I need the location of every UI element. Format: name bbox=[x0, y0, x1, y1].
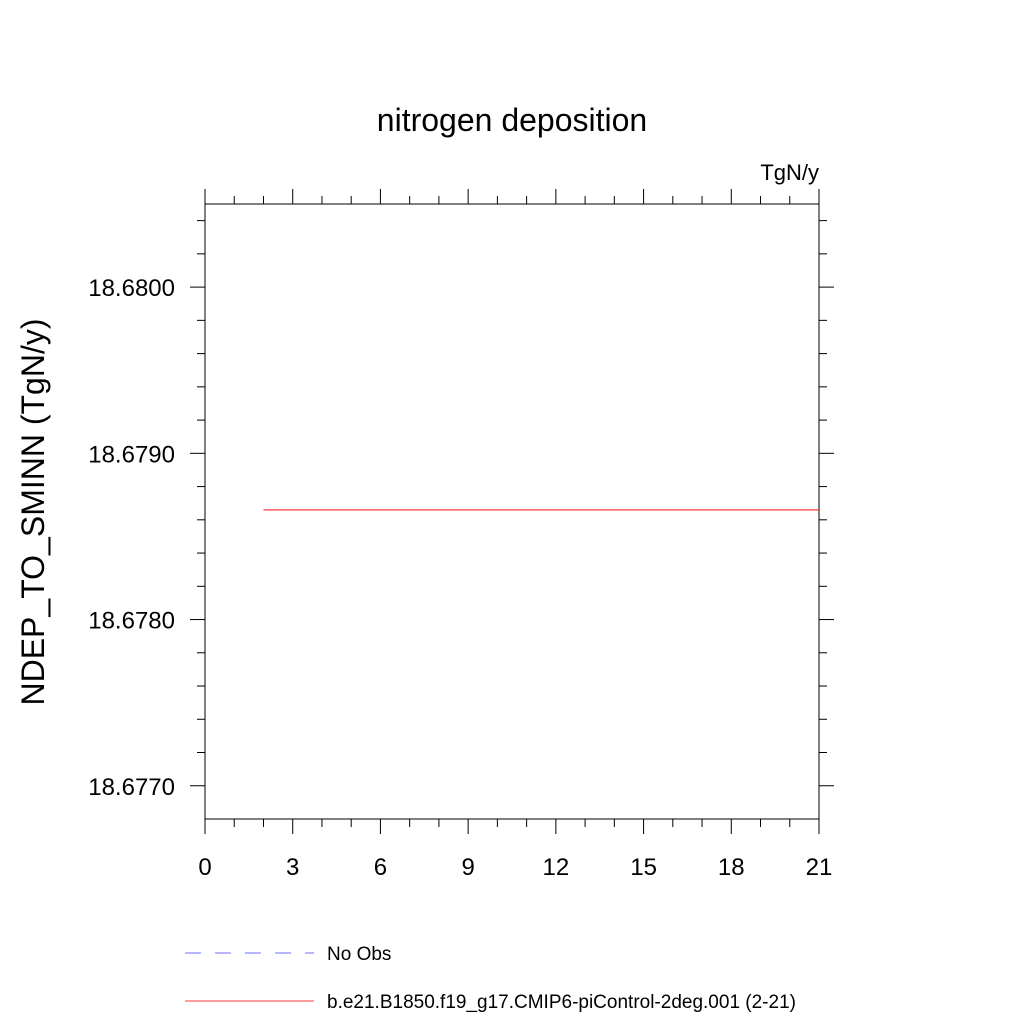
y-tick-label: 18.6770 bbox=[88, 774, 175, 801]
x-tick-label: 12 bbox=[543, 854, 570, 881]
x-tick-label: 6 bbox=[374, 854, 387, 881]
x-tick-label: 9 bbox=[461, 854, 474, 881]
units-label: TgN/y bbox=[760, 160, 819, 185]
x-tick-label: 18 bbox=[718, 854, 745, 881]
legend-entry-0: No Obs bbox=[327, 944, 391, 965]
legend-entry-1: b.e21.B1850.f19_g17.CMIP6-piControl-2deg… bbox=[327, 992, 796, 1013]
y-tick-label: 18.6790 bbox=[88, 441, 175, 468]
y-tick-label: 18.6780 bbox=[88, 608, 175, 635]
x-tick-label: 21 bbox=[806, 854, 833, 881]
plot-frame bbox=[204, 203, 820, 820]
x-tick-label: 3 bbox=[286, 854, 299, 881]
legend: No Obs b.e21.B1850.f19_g17.CMIP6-piContro… bbox=[185, 944, 796, 1013]
x-tick-label: 0 bbox=[198, 854, 211, 881]
x-tick-label: 15 bbox=[630, 854, 657, 881]
chart-title: nitrogen deposition bbox=[377, 102, 647, 138]
plot-area: 0 3 6 9 12 15 18 21 18.6770 18.6780 18.6790 18.6800 bbox=[88, 189, 834, 881]
y-axis-label: NDEP_TO_SMINN (TgN/y) bbox=[15, 318, 51, 705]
y-tick-label: 18.6800 bbox=[88, 275, 175, 302]
